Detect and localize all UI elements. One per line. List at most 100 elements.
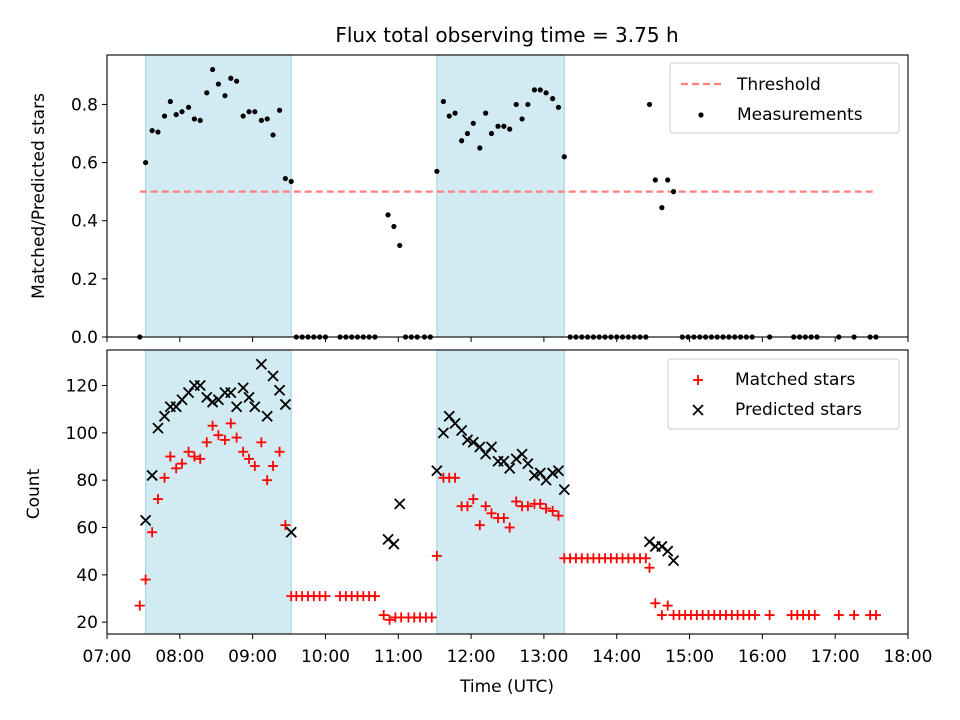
matched-star-point [764,610,775,621]
matched-star-point [262,475,273,486]
legend-cross-marker [692,404,704,416]
y-tick-label: 0.2 [71,270,98,290]
measurement-point [397,242,403,249]
predicted-star-point [455,424,468,437]
cross-stroke [485,441,498,453]
bottom-y-ticks: 20 40 60 80 100 120 [66,377,107,633]
predicted-star-point [285,526,297,538]
observing-window-band [144,349,292,635]
legend-measurements-label: Measurements [737,105,863,125]
matched-star-point [480,501,491,512]
measurement-point [488,130,495,137]
measurement-point [282,175,289,182]
y-tick-label: 80 [76,471,98,491]
cross-stroke [139,514,152,527]
matched-star-point [750,610,761,621]
cross-stroke [643,536,656,548]
observing-windows [144,54,565,338]
cross-stroke [285,526,297,538]
matched-star-point [171,463,182,474]
measurement-point [459,138,465,144]
cross-stroke [692,404,704,416]
measurement-point [240,113,246,119]
predicted-star-point [558,483,570,496]
cross-stroke [249,401,261,413]
cross-stroke [449,417,461,430]
cross-stroke [382,533,394,545]
legend-predicted-swatch [692,404,704,416]
matched-star-point [504,522,515,533]
measurement-point [167,98,173,105]
matched-star-point [243,453,254,464]
cross-stroke [504,462,516,474]
measurement-point [246,109,252,115]
legend-threshold-label: Threshold [736,75,821,95]
cross-stroke [667,554,680,567]
matched-star-point [384,614,395,625]
observing-window-band [144,54,292,338]
y-tick-label: 0.6 [71,154,98,174]
predicted-star-point [139,514,152,527]
predicted-star-point [394,498,406,510]
cross-stroke [273,384,286,396]
legend-measurements-swatch [698,112,704,118]
measurement-point [525,101,531,108]
x-tick-label: 12:00 [447,647,496,667]
predicted-star-point [516,448,528,460]
y-tick-label: 120 [66,377,98,397]
matched-star-point [238,446,249,457]
matched-star-point [541,503,552,514]
matched-star-point [553,510,564,521]
top-y-ticks: 0.0 0.2 0.4 0.6 0.8 [71,95,107,348]
measurement-point [464,130,471,137]
measurement-point [228,75,234,81]
matched-star-point [468,494,479,505]
measurement-point [513,101,519,108]
predicted-star-point [237,382,249,394]
cross-stroke [261,410,273,422]
measurement-point [204,90,210,96]
measurement-point [209,66,216,73]
measurement-point [550,96,556,102]
matched-star-point [535,498,546,509]
predicted-star-point [230,401,243,413]
y-tick-label: 0.8 [71,95,98,115]
matched-star-point [231,432,242,443]
matched-star-point [474,520,485,531]
x-tick-label: 07:00 [83,647,132,667]
predicted-star-point [467,436,479,448]
matched-star-point [650,598,661,609]
measurement-point [519,116,525,122]
y-tick-label: 40 [76,566,98,586]
x-tick-label: 17:00 [811,647,860,667]
measurement-point [495,123,501,129]
measurement-point [234,78,240,84]
matched-star-point [833,610,844,621]
matched-star-point [522,501,533,512]
matched-star-point [431,550,442,561]
matched-star-point [511,496,522,507]
predicted-star-point [461,434,474,446]
measurement-point [543,90,549,96]
chart-title: Flux total observing time = 3.75 h [335,23,678,47]
predicted-star-point [261,410,273,422]
cross-stroke [455,424,468,437]
bottom-x-ticks: 07:00 08:00 09:00 10:00 11:00 12:00 13:00 14:00… [83,634,933,667]
measurement-point [659,205,665,211]
measurement-point [222,93,228,99]
measurement-point [270,132,276,138]
measurement-point [264,116,270,122]
cross-stroke [194,379,206,392]
measurement-point [670,189,677,195]
cross-stroke [467,436,479,448]
measurement-point [483,110,489,116]
measurement-point [501,123,507,129]
measurement-point [561,154,567,160]
predicted-star-point [437,427,450,439]
top-legend: Threshold Measurements [669,62,900,134]
bottom-ylabel: Count [24,468,44,519]
x-tick-label: 18:00 [884,647,933,667]
top-legend-box [669,62,900,134]
measurement-point [440,98,447,105]
predicted-star-point [279,398,292,411]
